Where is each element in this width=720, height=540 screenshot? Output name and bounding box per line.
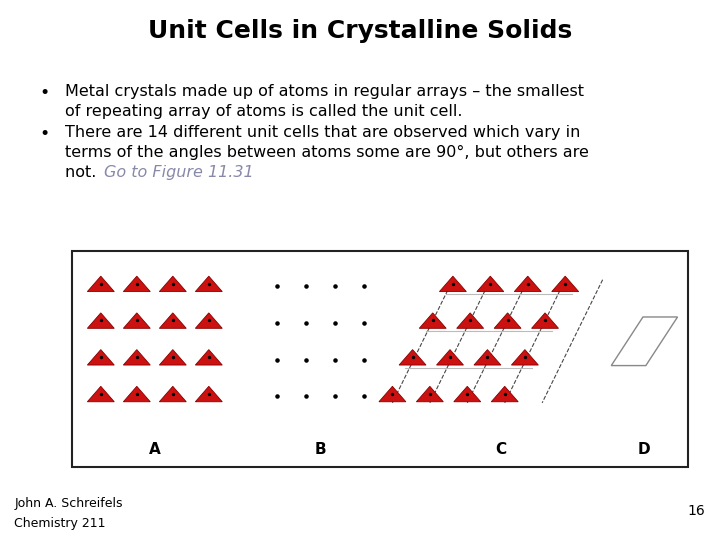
Polygon shape <box>87 313 114 328</box>
Polygon shape <box>454 386 481 402</box>
Polygon shape <box>123 386 150 402</box>
Polygon shape <box>159 313 186 328</box>
Polygon shape <box>611 317 678 366</box>
Text: B: B <box>315 442 326 457</box>
Polygon shape <box>419 313 446 328</box>
Polygon shape <box>474 349 501 365</box>
Polygon shape <box>123 349 150 365</box>
Polygon shape <box>494 313 521 328</box>
Text: C: C <box>495 442 506 457</box>
Polygon shape <box>491 386 518 402</box>
Text: John A. Schreifels: John A. Schreifels <box>14 497 123 510</box>
Polygon shape <box>87 349 114 365</box>
Text: Metal crystals made up of atoms in regular arrays – the smallest: Metal crystals made up of atoms in regul… <box>65 84 584 99</box>
Text: not.: not. <box>65 165 107 180</box>
Text: terms of the angles between atoms some are 90°, but others are: terms of the angles between atoms some a… <box>65 145 589 160</box>
Polygon shape <box>195 313 222 328</box>
Text: •: • <box>40 125 50 143</box>
Text: of repeating array of atoms is called the unit cell.: of repeating array of atoms is called th… <box>65 104 462 119</box>
Polygon shape <box>399 349 426 365</box>
Bar <box>72 251 688 467</box>
Text: •: • <box>40 84 50 102</box>
Text: A: A <box>149 442 161 457</box>
Polygon shape <box>87 276 114 292</box>
Text: Chemistry 211: Chemistry 211 <box>14 517 106 530</box>
Polygon shape <box>531 313 559 328</box>
Polygon shape <box>552 276 579 292</box>
Polygon shape <box>159 349 186 365</box>
Polygon shape <box>379 386 406 402</box>
Text: Unit Cells in Crystalline Solids: Unit Cells in Crystalline Solids <box>148 19 572 43</box>
Polygon shape <box>195 386 222 402</box>
Polygon shape <box>436 349 464 365</box>
Polygon shape <box>514 276 541 292</box>
Polygon shape <box>87 386 114 402</box>
Polygon shape <box>456 313 484 328</box>
Polygon shape <box>195 349 222 365</box>
Polygon shape <box>477 276 504 292</box>
Polygon shape <box>195 276 222 292</box>
Text: Go to Figure 11.31: Go to Figure 11.31 <box>104 165 254 180</box>
Polygon shape <box>416 386 444 402</box>
Polygon shape <box>123 276 150 292</box>
Text: 16: 16 <box>688 504 706 518</box>
Text: There are 14 different unit cells that are observed which vary in: There are 14 different unit cells that a… <box>65 125 580 140</box>
Polygon shape <box>123 313 150 328</box>
Polygon shape <box>159 276 186 292</box>
Polygon shape <box>439 276 467 292</box>
Text: D: D <box>638 442 651 457</box>
Polygon shape <box>511 349 539 365</box>
Polygon shape <box>159 386 186 402</box>
